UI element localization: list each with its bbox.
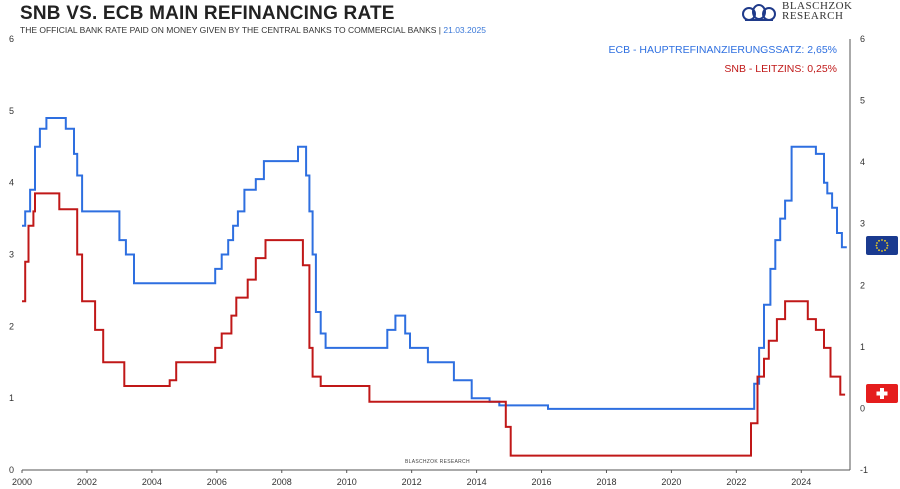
brand-logo-icon	[742, 4, 776, 21]
y-tick-left: 3	[9, 250, 14, 260]
brand-logo-line1: BLASCHZOK	[782, 0, 853, 12]
watermark: BLASCHZOK RESEARCH	[405, 459, 470, 465]
legend-ecb: ECB - HAUPTREFINANZIERUNGSSATZ: 2,65%	[608, 44, 837, 56]
brand-logo-line2: RESEARCH	[782, 10, 844, 22]
brand-logo: BLASCHZOK RESEARCH	[742, 1, 892, 23]
x-tick-label: 2012	[402, 477, 422, 487]
x-tick-label: 2016	[532, 477, 552, 487]
subtitle-text: THE OFFICIAL BANK RATE PAID ON MONEY GIV…	[20, 25, 441, 35]
y-tick-right: 4	[860, 157, 865, 167]
x-tick-label: 2022	[726, 477, 746, 487]
swiss-flag-icon	[866, 384, 898, 403]
y-tick-left: 2	[9, 321, 14, 331]
x-tick-label: 2008	[272, 477, 292, 487]
x-tick-label: 2024	[791, 477, 811, 487]
ecb-rate-line	[22, 117, 847, 410]
y-tick-left: 6	[9, 34, 14, 44]
y-tick-right: 3	[860, 219, 865, 229]
x-tick-label: 2002	[77, 477, 97, 487]
brand-logo-text: BLASCHZOK RESEARCH	[782, 0, 853, 22]
subtitle-date: 21.03.2025	[443, 25, 486, 35]
y-tick-right: 0	[860, 403, 865, 413]
chart-subtitle: THE OFFICIAL BANK RATE PAID ON MONEY GIV…	[20, 25, 486, 35]
x-tick-label: 2006	[207, 477, 227, 487]
y-tick-left: 0	[9, 465, 14, 475]
eu-flag-icon	[866, 236, 898, 255]
y-tick-right: 2	[860, 280, 865, 290]
legend-snb: SNB - LEITZINS: 0,25%	[724, 63, 837, 75]
snb-rate-line	[22, 192, 846, 457]
x-tick-label: 2000	[12, 477, 32, 487]
x-tick-label: 2020	[661, 477, 681, 487]
y-tick-right: 1	[860, 342, 865, 352]
x-tick-label: 2014	[467, 477, 487, 487]
y-tick-left: 1	[9, 393, 14, 403]
x-tick-label: 2004	[142, 477, 162, 487]
y-tick-right: -1	[860, 465, 868, 475]
chart-title: SNB VS. ECB MAIN REFINANCING RATE	[20, 3, 395, 24]
x-tick-label: 2018	[596, 477, 616, 487]
y-tick-left: 5	[9, 106, 14, 116]
y-tick-right: 6	[860, 34, 865, 44]
y-tick-left: 4	[9, 178, 14, 188]
x-tick-label: 2010	[337, 477, 357, 487]
y-tick-right: 5	[860, 96, 865, 106]
